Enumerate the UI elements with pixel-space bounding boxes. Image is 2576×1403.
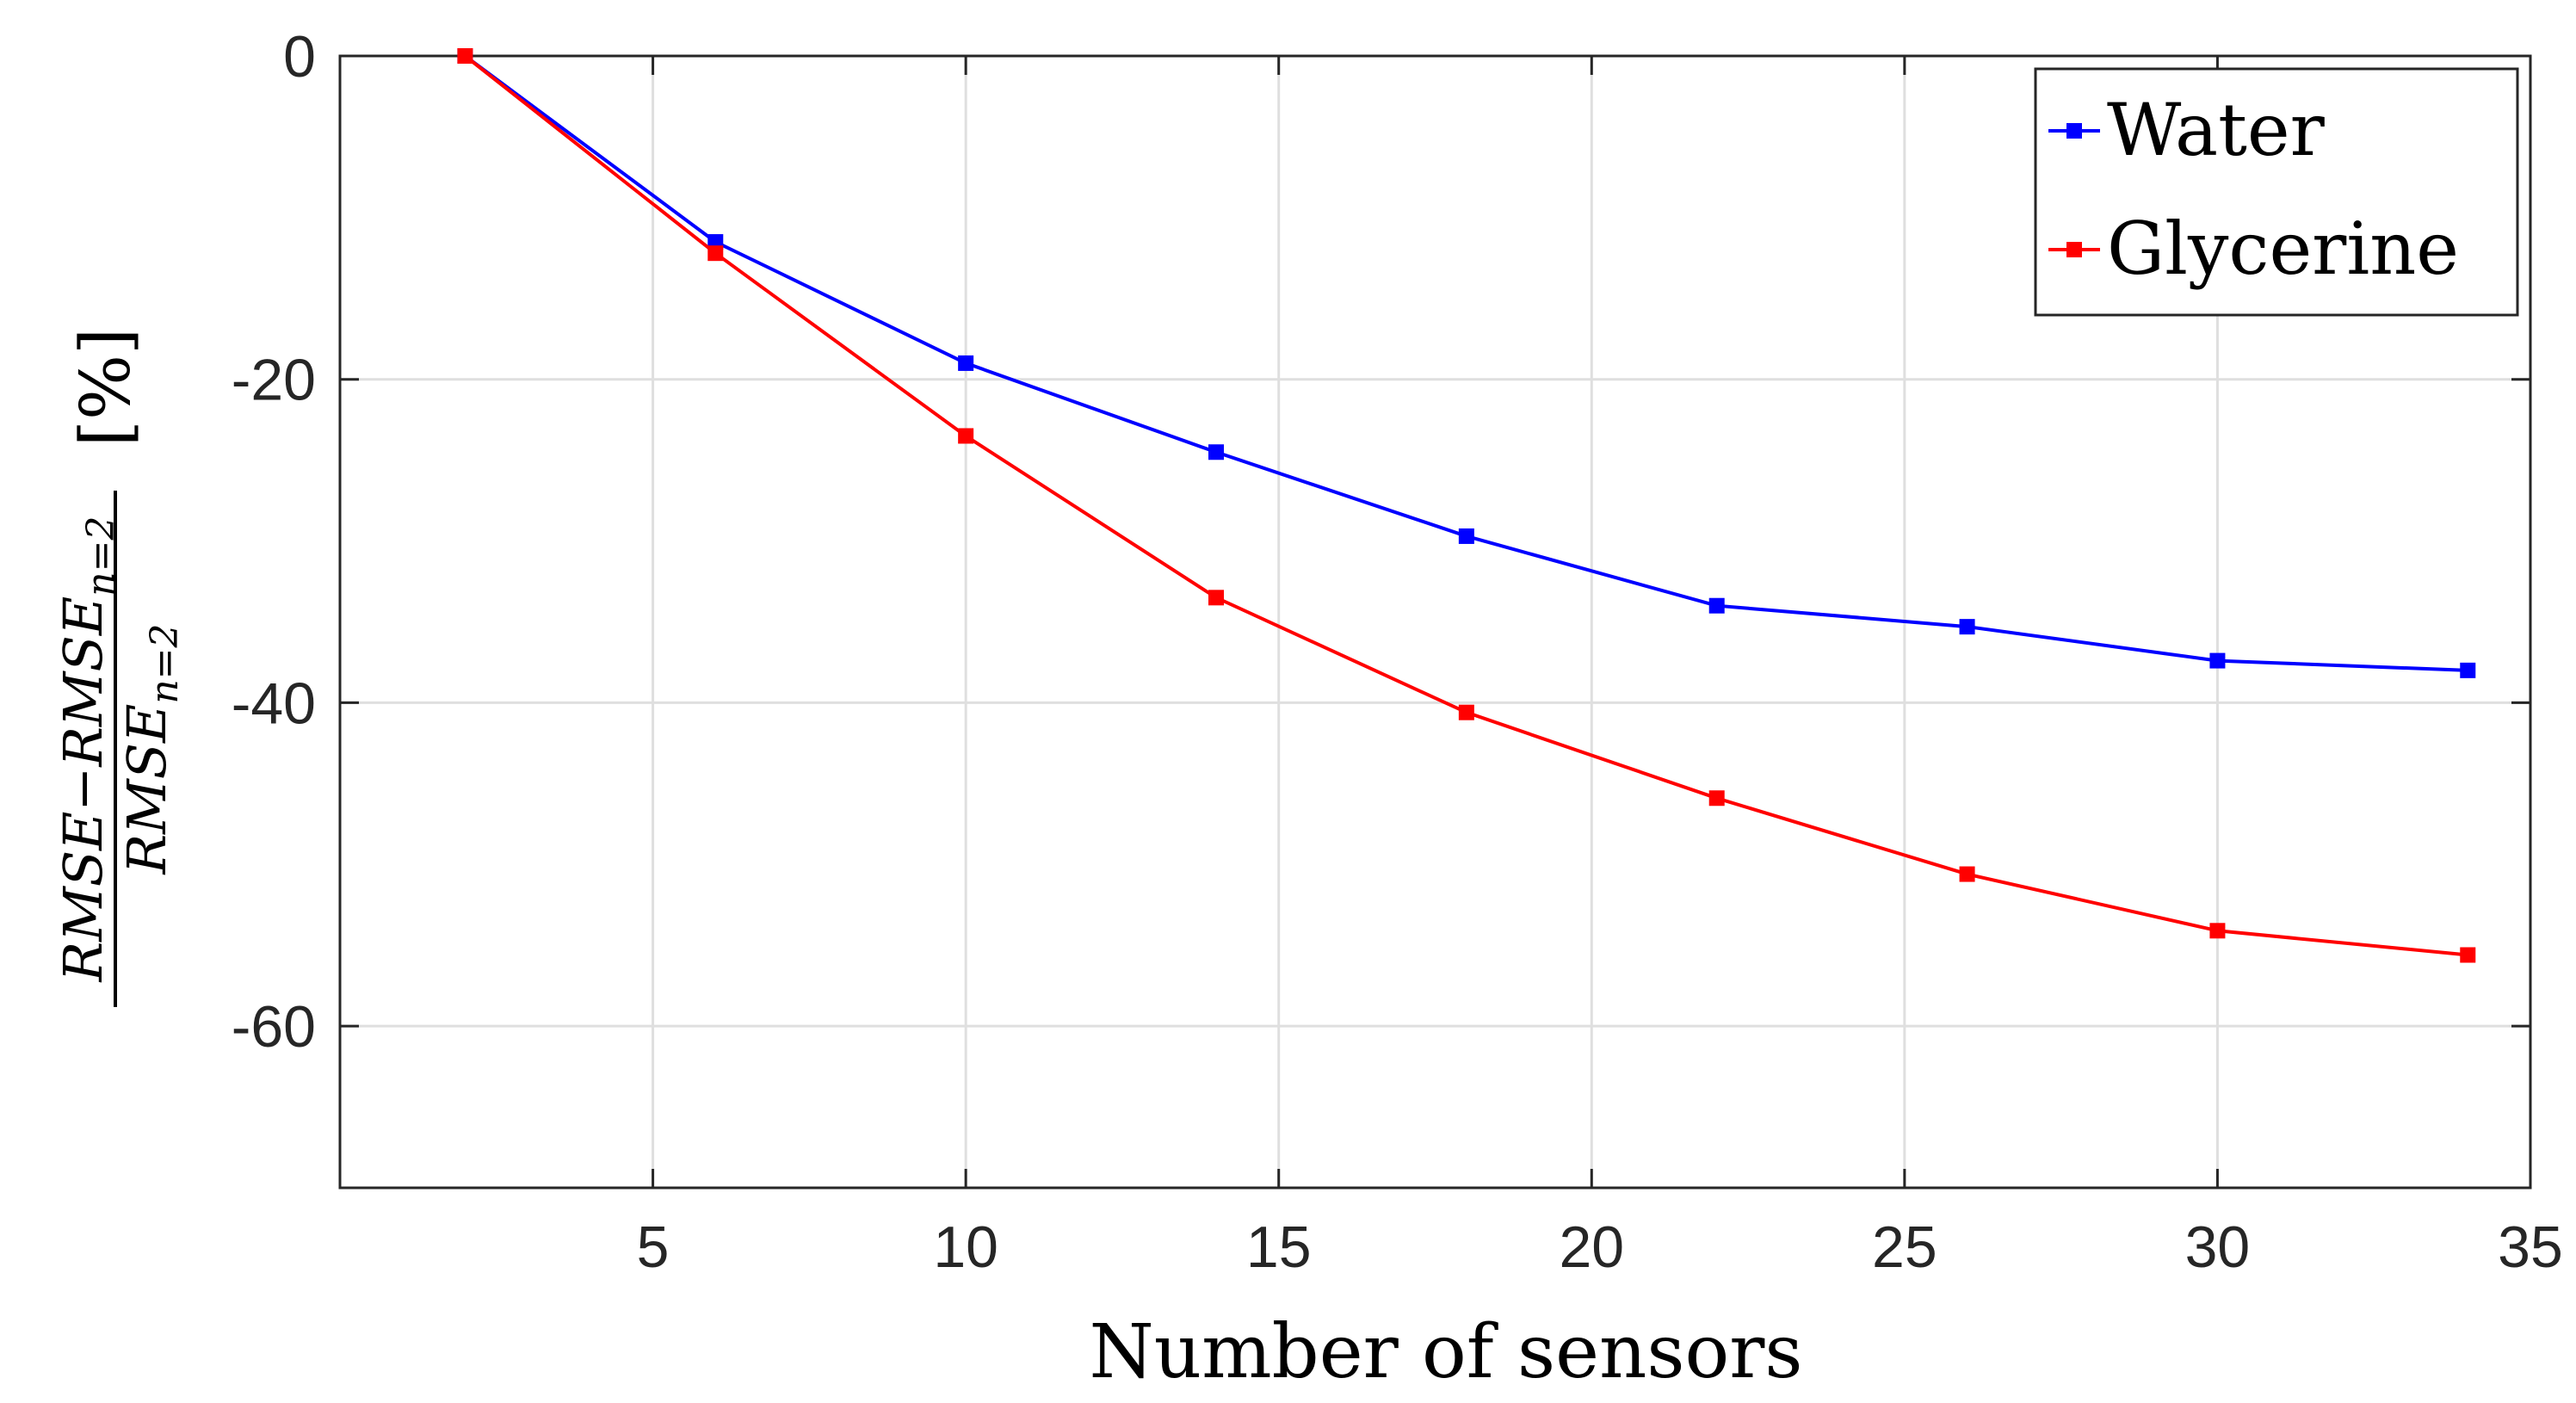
data-point-water [1458,528,1474,544]
data-point-glycerine [1208,590,1224,606]
data-point-glycerine [1959,866,1975,882]
y-tick-label: -20 [232,348,316,413]
x-axis-label: Number of sensors [1089,1309,1802,1395]
data-point-glycerine [1708,790,1725,807]
y-tick-label: -40 [232,671,316,736]
data-point-glycerine [2209,923,2226,939]
x-tick-label: 20 [1559,1214,1624,1280]
data-point-glycerine [707,245,724,262]
data-point-glycerine [457,48,473,64]
data-point-water [1708,597,1725,614]
x-tick-label: 30 [2185,1214,2251,1280]
series-layer [457,48,2476,963]
data-point-glycerine [958,428,974,444]
data-point-water [1959,619,1975,635]
series-glycerine [457,48,2476,963]
legend-water-marker [2066,123,2082,139]
data-point-water [2460,662,2476,678]
legend-water-label: Water [2107,88,2326,172]
data-point-glycerine [1458,704,1474,720]
legend-glycerine-marker [2066,242,2082,257]
x-tick-label: 25 [1872,1214,1937,1280]
legend: Water Glycerine [2034,67,2519,317]
y-axis-label: RMSE−RMSEn=2 RMSEn=2 [%] [52,328,187,1007]
y-label-unit: [%] [65,328,145,447]
data-point-water [2209,652,2226,669]
legend-box [2034,67,2519,317]
y-label-denominator: RMSEn=2 [115,623,187,875]
data-point-water [958,355,974,371]
x-tick-label: 35 [2498,1214,2563,1280]
plot-area-frame [338,54,2532,1190]
legend-glycerine-label: Glycerine [2107,207,2459,291]
x-tick-label: 10 [933,1214,998,1280]
data-point-water [1208,444,1224,460]
y-tick-label: -60 [232,994,316,1060]
x-tick-label: 5 [637,1214,670,1280]
ticks: 5 10 15 20 25 30 35 0 -20 -40 -60 [232,24,2563,1280]
x-tick-label: 15 [1246,1214,1312,1280]
y-tick-label: 0 [283,24,316,90]
data-point-glycerine [2460,947,2476,963]
